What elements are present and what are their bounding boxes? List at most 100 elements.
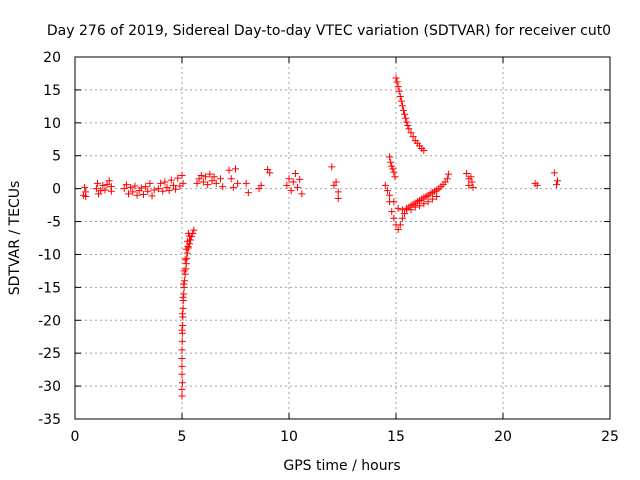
data-point	[266, 169, 274, 177]
y-tick-label: 5	[52, 149, 61, 165]
data-point	[393, 78, 401, 86]
y-tick-label: -35	[38, 412, 61, 428]
data-point	[193, 179, 201, 187]
y-tick-label: 0	[52, 182, 61, 198]
data-point	[107, 187, 115, 195]
data-point	[157, 179, 165, 187]
data-point	[181, 270, 189, 278]
y-tick-label: 20	[43, 50, 61, 66]
data-point	[407, 206, 415, 214]
data-point	[399, 106, 407, 114]
data-point	[133, 191, 141, 199]
y-tick-label: -20	[38, 313, 61, 329]
data-point	[403, 204, 411, 212]
data-point	[289, 178, 297, 186]
data-point	[219, 183, 227, 191]
data-point	[401, 210, 409, 218]
data-point	[392, 74, 400, 82]
data-point	[388, 208, 396, 216]
x-tick-label: 10	[280, 429, 298, 445]
data-point	[420, 146, 428, 154]
data-point	[178, 337, 186, 345]
data-point	[204, 181, 212, 189]
y-axis-label: SDTVAR / TECUs	[7, 181, 23, 296]
data-point	[394, 225, 402, 233]
data-point	[467, 173, 475, 181]
data-points	[80, 74, 562, 400]
data-point	[217, 175, 225, 183]
data-point	[99, 181, 107, 189]
data-point	[403, 118, 411, 126]
data-point	[185, 232, 193, 240]
data-point	[103, 181, 111, 189]
data-point	[206, 170, 214, 178]
data-point	[101, 186, 109, 194]
data-point	[129, 188, 137, 196]
data-point	[424, 198, 432, 206]
data-point	[169, 181, 177, 189]
data-point	[397, 97, 405, 105]
data-point	[390, 198, 398, 206]
data-point	[469, 183, 477, 191]
data-point	[225, 166, 233, 174]
data-point	[396, 221, 404, 229]
data-point	[416, 202, 424, 210]
data-point	[332, 178, 340, 186]
x-tick-label: 15	[387, 429, 405, 445]
data-point	[159, 187, 167, 195]
data-point	[398, 206, 406, 214]
data-point	[298, 190, 306, 198]
data-point	[291, 169, 299, 177]
data-point	[97, 187, 105, 195]
data-point	[244, 189, 252, 197]
data-point	[178, 370, 186, 378]
data-point	[120, 185, 128, 193]
data-point	[383, 187, 391, 195]
data-point	[154, 185, 162, 193]
data-point	[294, 183, 302, 191]
data-point	[178, 171, 186, 179]
data-point	[178, 354, 186, 362]
data-point	[398, 214, 406, 222]
data-point	[82, 193, 90, 201]
data-point	[387, 158, 395, 166]
data-point	[180, 290, 188, 298]
data-point	[127, 183, 135, 191]
y-tick-label: -30	[38, 379, 61, 395]
data-point	[178, 326, 186, 334]
data-point	[178, 379, 186, 387]
data-point	[184, 243, 192, 251]
data-point	[161, 178, 169, 186]
data-point	[174, 174, 182, 182]
data-point	[187, 236, 195, 244]
data-point	[208, 177, 216, 185]
data-point	[92, 185, 100, 193]
data-point	[167, 176, 175, 184]
data-point	[181, 277, 189, 285]
data-point	[234, 179, 242, 187]
data-point	[433, 193, 441, 201]
data-point	[285, 175, 293, 183]
data-point	[443, 175, 451, 183]
data-point	[137, 184, 145, 192]
y-tick-label: 15	[43, 83, 61, 99]
data-point	[142, 183, 150, 191]
data-point	[468, 178, 476, 186]
data-point	[257, 181, 265, 189]
data-point	[178, 385, 186, 393]
data-point	[550, 169, 558, 177]
data-point	[390, 214, 398, 222]
data-point	[381, 181, 389, 189]
data-point	[212, 179, 220, 187]
data-point	[125, 190, 132, 198]
data-point	[463, 169, 471, 177]
data-point	[402, 114, 410, 122]
data-point	[409, 133, 417, 141]
data-point	[190, 226, 198, 234]
x-tick-label: 25	[601, 429, 619, 445]
data-point	[144, 187, 152, 195]
data-point	[334, 188, 342, 196]
y-tick-label: -10	[38, 247, 61, 263]
data-point	[148, 192, 156, 200]
data-point	[242, 179, 250, 187]
